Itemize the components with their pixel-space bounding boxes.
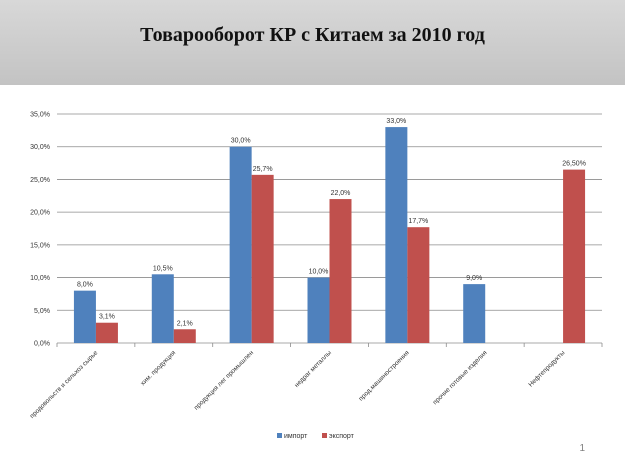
y-tick-label: 5,0% [34,308,50,315]
y-tick-label: 30,0% [30,144,50,151]
y-tick-label: 15,0% [30,242,50,249]
category-label: Нефтепродукты [527,349,566,388]
category-label: недраг металлы [293,349,333,389]
bar-import [73,290,96,343]
category-label: хим. продукция [139,349,177,387]
y-tick-label: 10,0% [30,275,50,282]
data-label: 9,0% [466,275,482,282]
data-label: 8,0% [77,282,93,289]
y-tick-label: 35,0% [30,112,50,119]
y-tick-label: 20,0% [30,210,50,217]
y-tick-label: 0,0% [34,341,50,348]
category-label: продукция лег промышлен [193,349,255,411]
bar-export [95,322,118,343]
data-label: 26,50% [562,161,586,168]
bar-import [463,284,486,343]
data-label: 22,0% [331,190,351,197]
legend-swatch [277,433,282,438]
bar-import [385,127,408,343]
bar-import [151,274,174,343]
data-label: 33,0% [386,118,406,125]
title-band: Товарооборот КР с Китаем за 2010 год [0,0,625,85]
category-label: прод.машиностроения [358,349,411,402]
category-label: прочие готовые изделия [432,349,489,406]
data-label: 25,7% [253,166,273,173]
data-label: 2,1% [177,320,193,327]
legend-label: экспорт [329,433,355,440]
bar-import [229,146,252,343]
data-label: 10,0% [309,269,329,276]
bar-export [563,169,586,343]
y-tick-label: 25,0% [30,177,50,184]
data-label: 17,7% [408,218,428,225]
legend-swatch [322,433,327,438]
data-label: 3,1% [99,314,115,321]
bar-export [329,199,352,343]
legend-label: импорт [284,433,308,440]
bar-export [173,329,196,343]
page-number: 1 [579,443,585,454]
slide-title: Товарооборот КР с Китаем за 2010 год [140,24,485,46]
bar-export [407,227,430,343]
data-label: 10,5% [153,265,173,272]
bar-export [251,174,274,343]
category-label: продовольств и сельхоз сырье [29,349,100,420]
bar-import [307,277,330,343]
data-label: 30,0% [231,138,251,145]
